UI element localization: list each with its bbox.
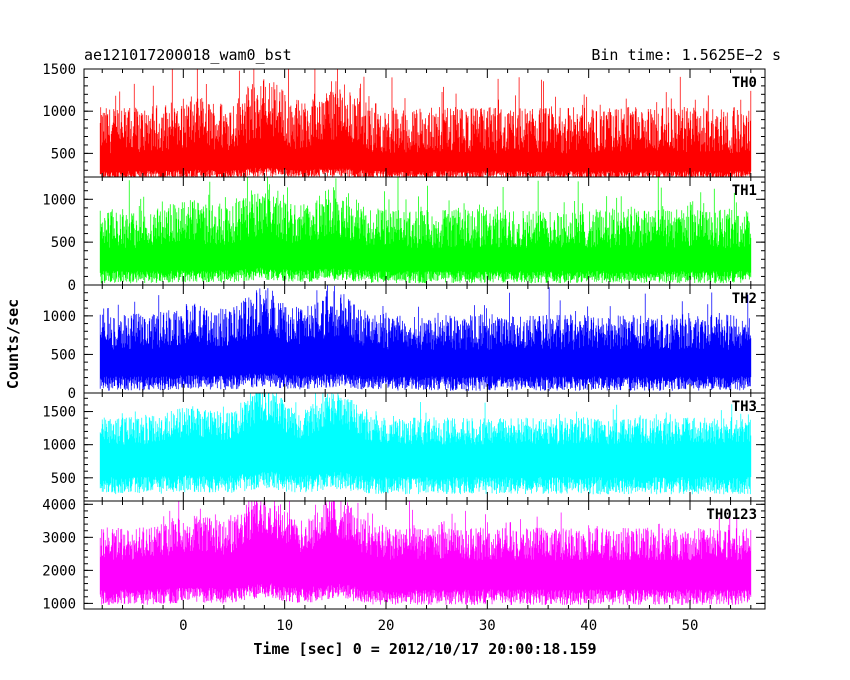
y-tick-label: 2000 <box>42 563 76 579</box>
panel-th2: 0 500 1000 TH2 <box>42 284 766 402</box>
panel-label-th0123: TH0123 <box>706 507 757 523</box>
x-axis-label: Time [sec] 0 = 2012/10/17 20:00:18.159 <box>253 640 596 658</box>
panel-th0: 500 1000 1500 TH0 <box>42 62 766 178</box>
x-tick-label: 0 <box>179 618 187 634</box>
y-tick-label: 500 <box>51 146 76 162</box>
x-tick-label: 30 <box>479 618 496 634</box>
x-tick-label: 20 <box>378 618 395 634</box>
panel-label-th2: TH2 <box>732 291 757 307</box>
x-tick-label: 50 <box>682 618 699 634</box>
y-tick-label: 0 <box>68 386 76 402</box>
x-tick-label: 10 <box>276 618 293 634</box>
y-tick-label: 1000 <box>42 192 76 208</box>
series-th3-trace <box>99 393 752 495</box>
y-tick-label: 0 <box>68 278 76 294</box>
panel-label-th0: TH0 <box>732 75 757 91</box>
y-tick-label: 1000 <box>42 438 76 454</box>
x-tick-labels: 0 10 20 30 40 50 <box>179 618 698 634</box>
y-tick-label: 3000 <box>42 530 76 546</box>
bin-time-label: Bin time: 1.5625E−2 s <box>591 46 781 64</box>
x-tick-label: 40 <box>580 618 597 634</box>
panel-th0123: 1000 2000 3000 4000 TH0123 <box>42 497 766 612</box>
series-th2-trace <box>99 285 752 391</box>
panel-th1: 0 500 1000 TH1 <box>42 176 766 294</box>
plot-title: ae121017200018_wam0_bst <box>84 46 292 64</box>
y-tick-label: 1500 <box>42 405 76 421</box>
series-th1-trace <box>99 177 752 284</box>
series-th0123-trace <box>99 501 752 605</box>
y-tick-label: 4000 <box>42 497 76 513</box>
panels-group: 500 1000 1500 TH0 0 500 1000 TH1 0 500 1000 TH2 500 1… <box>42 62 766 612</box>
panel-frame <box>83 500 766 610</box>
y-tick-label: 500 <box>51 235 76 251</box>
panel-label-th3: TH3 <box>732 399 757 415</box>
y-tick-label: 1000 <box>42 309 76 325</box>
series-th0-trace <box>99 69 752 177</box>
y-tick-label: 500 <box>51 347 76 363</box>
y-tick-label: 1000 <box>42 596 76 612</box>
y-axis-label: Counts/sec <box>4 299 22 389</box>
y-tick-label: 1500 <box>42 62 76 78</box>
panel-label-th1: TH1 <box>732 183 757 199</box>
panel-th3: 500 1000 1500 TH3 <box>42 392 766 502</box>
y-tick-label: 500 <box>51 471 76 487</box>
y-tick-label: 1000 <box>42 104 76 120</box>
